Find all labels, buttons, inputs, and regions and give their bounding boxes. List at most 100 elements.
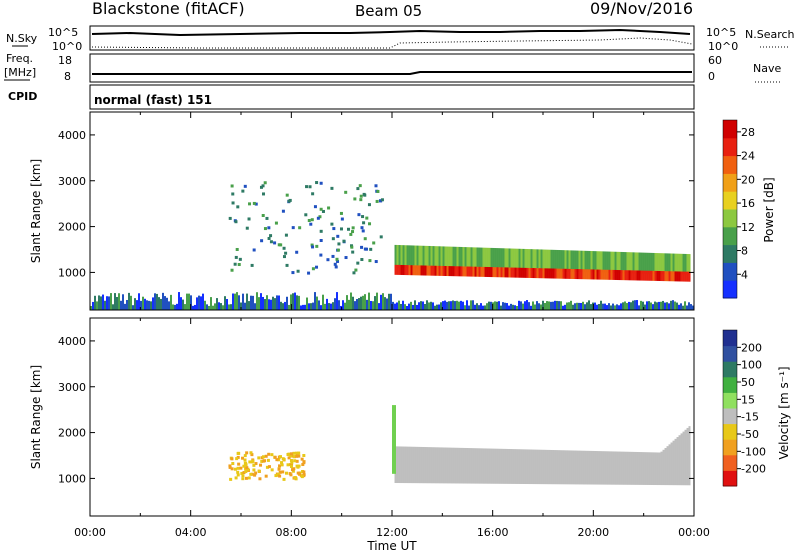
range-cell xyxy=(359,194,363,198)
range-cell xyxy=(618,270,621,281)
range-cell xyxy=(168,301,170,310)
range-cell xyxy=(556,268,559,279)
range-cell xyxy=(596,251,599,273)
range-cell xyxy=(261,184,265,188)
range-cell xyxy=(606,269,609,280)
range-cell xyxy=(331,254,335,258)
range-cell xyxy=(456,300,458,310)
range-cell xyxy=(478,247,481,270)
range-cell xyxy=(259,185,263,189)
colorbar-tick-label: 8 xyxy=(741,245,748,258)
range-cell xyxy=(339,227,343,231)
range-cell xyxy=(230,304,232,310)
range-cell xyxy=(134,298,136,310)
range-cell xyxy=(508,248,511,271)
range-cell xyxy=(426,265,429,276)
range-cell xyxy=(598,451,601,485)
range-cell xyxy=(269,240,273,244)
range-cell xyxy=(642,252,645,274)
range-cell xyxy=(300,305,302,310)
colorbar-segment xyxy=(723,470,737,487)
y-tick-label: 1000 xyxy=(58,266,86,279)
range-cell xyxy=(582,450,585,485)
range-cell xyxy=(640,452,643,485)
colorbar-tick-label: 4 xyxy=(741,268,748,281)
range-cell xyxy=(520,301,522,310)
range-cell xyxy=(404,245,407,269)
range-cell xyxy=(592,450,595,485)
range-cell xyxy=(578,302,580,310)
range-cell xyxy=(556,300,558,310)
range-cell xyxy=(252,295,254,310)
range-cell xyxy=(432,246,435,269)
range-cell xyxy=(628,270,631,281)
range-cell xyxy=(546,301,548,310)
range-cell xyxy=(658,253,661,274)
colorbar-segment xyxy=(723,408,737,425)
range-cell xyxy=(482,305,484,310)
range-cell xyxy=(512,449,515,484)
range-cell xyxy=(644,304,646,310)
range-cell xyxy=(590,251,593,273)
nsky-label: N.Sky xyxy=(6,32,38,45)
range-cell xyxy=(302,454,306,458)
range-cell xyxy=(534,449,537,485)
colorbar-tick-label: -50 xyxy=(741,428,759,441)
range-cell xyxy=(104,300,106,310)
range-cell xyxy=(404,446,407,484)
range-cell xyxy=(568,268,571,279)
range-cell xyxy=(420,301,422,310)
range-cell xyxy=(252,201,256,205)
range-cell xyxy=(260,239,264,243)
range-cell xyxy=(246,467,250,471)
range-cell xyxy=(480,266,483,277)
range-cell xyxy=(400,245,403,268)
range-cell xyxy=(292,293,294,310)
range-cell xyxy=(418,245,421,269)
range-cell xyxy=(273,455,277,459)
range-cell xyxy=(235,457,239,461)
range-cell xyxy=(410,446,413,484)
colorbar-segment xyxy=(723,361,737,378)
colorbar-segment xyxy=(723,191,737,210)
range-cell xyxy=(614,451,617,485)
range-cell xyxy=(198,295,200,310)
range-cell xyxy=(648,252,651,274)
range-cell xyxy=(380,294,382,310)
range-cell xyxy=(351,250,355,254)
range-cell xyxy=(520,248,523,271)
range-cell xyxy=(622,451,625,485)
range-cell xyxy=(472,448,475,484)
range-cell xyxy=(594,269,597,280)
range-cell xyxy=(532,249,535,272)
range-cell xyxy=(460,266,463,277)
range-cell xyxy=(564,304,566,310)
range-cell xyxy=(278,474,282,478)
range-cell xyxy=(504,448,507,484)
range-cell xyxy=(644,252,647,274)
range-cell xyxy=(276,472,280,476)
range-cell xyxy=(404,265,407,276)
range-cell xyxy=(360,245,364,249)
range-cell xyxy=(612,451,615,485)
range-cell xyxy=(610,305,612,310)
range-cell xyxy=(166,297,168,310)
range-cell xyxy=(244,470,248,474)
range-cell xyxy=(456,447,459,484)
range-cell xyxy=(267,236,271,240)
range-cell xyxy=(412,245,415,269)
range-cell xyxy=(554,268,557,279)
range-cell xyxy=(628,301,630,310)
range-cell xyxy=(289,462,293,466)
range-cell xyxy=(418,302,420,310)
range-cell xyxy=(230,184,234,188)
range-cell xyxy=(278,295,280,310)
range-cell xyxy=(562,250,565,272)
range-cell xyxy=(518,449,521,484)
range-cell xyxy=(314,292,316,310)
range-cell xyxy=(252,248,256,252)
range-cell xyxy=(230,457,234,461)
range-cell xyxy=(592,269,595,280)
range-cell xyxy=(476,448,479,484)
freq-trace xyxy=(92,71,692,75)
